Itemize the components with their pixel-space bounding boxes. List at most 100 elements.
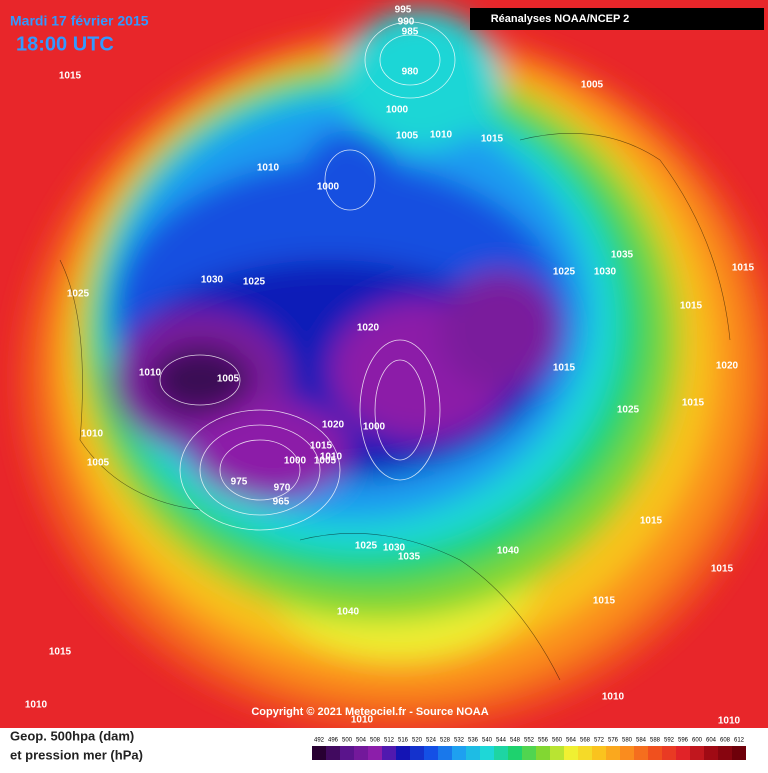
scale-swatch (508, 746, 522, 760)
field (0, 0, 768, 730)
scale-swatch (634, 746, 648, 760)
scale-swatch (704, 746, 718, 760)
isobar-label: 1010 (602, 692, 625, 703)
isobar-label: 1010 (351, 715, 374, 726)
isobar-label: 1030 (594, 267, 617, 278)
scale-swatch (578, 746, 592, 760)
scale-swatch (382, 746, 396, 760)
scale-swatch (410, 746, 424, 760)
scale-label: 512 (384, 738, 395, 744)
scale-swatch (424, 746, 438, 760)
scale-label: 564 (566, 738, 577, 744)
scale-swatch (550, 746, 564, 760)
source-box (470, 8, 764, 30)
scale-label: 544 (496, 738, 507, 744)
isobar-label: 1015 (481, 134, 504, 145)
scale-label: 592 (664, 738, 675, 744)
isobar-label: 1015 (680, 301, 703, 312)
isobar-label: 1015 (553, 363, 576, 374)
scale-label: 596 (678, 738, 689, 744)
scale-label: 520 (412, 738, 423, 744)
isobar-label: 1020 (716, 361, 739, 372)
scale-label: 612 (734, 738, 745, 744)
scale-label: 540 (482, 738, 493, 744)
scale-swatch (662, 746, 676, 760)
scale-swatch (396, 746, 410, 760)
isobar-label: 1015 (49, 647, 72, 658)
scale-label: 524 (426, 738, 437, 744)
scale-swatch (606, 746, 620, 760)
isobar-label: 990 (398, 17, 415, 28)
scale-label: 536 (468, 738, 479, 744)
isobar-label: 1000 (284, 456, 307, 467)
legend-line1: Geop. 500hpa (dam) (10, 728, 134, 743)
scale-label: 552 (524, 738, 535, 744)
isobar-label: 1010 (81, 429, 104, 440)
isobar-label: 1025 (355, 541, 378, 552)
isobar-label: 1020 (322, 420, 345, 431)
isobar-label: 985 (402, 27, 419, 38)
scale-label: 584 (636, 738, 647, 744)
scale-label: 568 (580, 738, 591, 744)
isobar-label: 995 (395, 5, 412, 16)
source: Réanalyses NOAA/NCEP 2 (491, 13, 630, 25)
isobar-label: 1030 (383, 543, 406, 554)
scale-swatch (354, 746, 368, 760)
scale-swatch (522, 746, 536, 760)
scale-swatch (312, 746, 326, 760)
scale-label: 496 (328, 738, 339, 744)
isobar-label: 1015 (59, 71, 82, 82)
scale-label: 580 (622, 738, 633, 744)
isobar-label: 1025 (243, 277, 266, 288)
isobar-label: 1035 (398, 552, 421, 563)
isobar-label: 1015 (593, 596, 616, 607)
scale-swatch (718, 746, 732, 760)
isobar-label: 1000 (317, 182, 340, 193)
isobar-label: 1010 (718, 716, 741, 727)
color-scale: 492 496 500 504 508 512 516 520 524 528 532 536 540 5… (312, 738, 746, 760)
scale-swatch (368, 746, 382, 760)
scale-swatch (438, 746, 452, 760)
scale-swatch (732, 746, 746, 760)
isobar-label: 1040 (337, 607, 360, 618)
scale-swatch (466, 746, 480, 760)
time: 18:00 UTC (16, 33, 114, 55)
scale-swatch (494, 746, 508, 760)
isobar-label: 1010 (430, 130, 453, 141)
scale-swatch (536, 746, 550, 760)
scale-swatch (648, 746, 662, 760)
scale-label: 572 (594, 738, 605, 744)
scale-label: 508 (370, 738, 381, 744)
isobar-label: 1035 (611, 250, 634, 261)
isobar-label: 1010 (139, 368, 162, 379)
scale-label: 528 (440, 738, 451, 744)
isobar-label: 1000 (386, 105, 409, 116)
isobar-label: 1030 (201, 275, 224, 286)
isobar-label: 1005 (217, 374, 240, 385)
scale-swatch (592, 746, 606, 760)
isobar-label: 1040 (497, 546, 520, 557)
scale-label: 504 (356, 738, 367, 744)
isobar-label: 1005 (581, 80, 604, 91)
isobar-label: 970 (274, 483, 291, 494)
isobar-label: 975 (231, 477, 248, 488)
scale-label: 556 (538, 738, 549, 744)
isobar-label: 965 (273, 497, 290, 508)
scale-swatch (326, 746, 340, 760)
isobar-label: 1015 (682, 398, 705, 409)
isobar-label: 980 (402, 67, 419, 78)
isobar-label: 1020 (357, 323, 380, 334)
legend-line2: et pression mer (hPa) (10, 747, 143, 762)
scale-label: 608 (720, 738, 731, 744)
isobar-label: 1005 (396, 131, 419, 142)
isobar-label: 1015 (640, 516, 663, 527)
scale-swatch (340, 746, 354, 760)
isobar-label: 1025 (67, 289, 90, 300)
scale-swatch (690, 746, 704, 760)
isobar-label: 1005 (87, 458, 110, 469)
scale-label: 560 (552, 738, 563, 744)
isobar-label: 1010 (257, 163, 280, 174)
scale-label: 576 (608, 738, 619, 744)
